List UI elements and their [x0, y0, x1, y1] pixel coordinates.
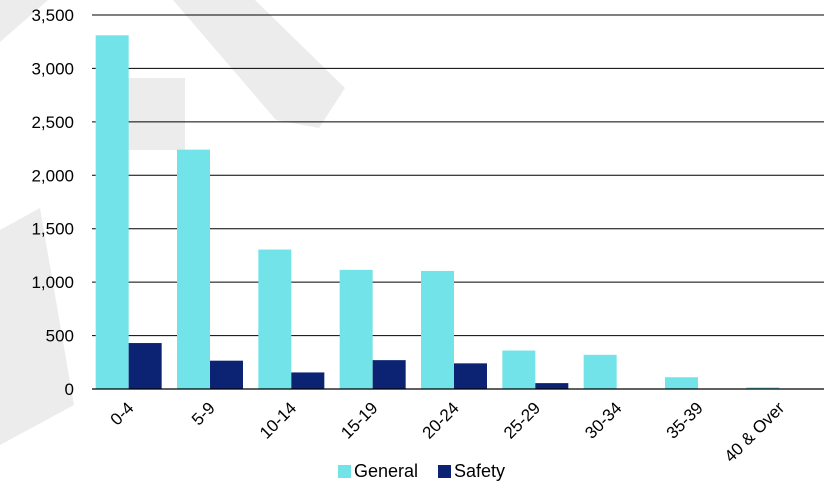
- bar-general-5: [502, 350, 536, 389]
- bar-general-2: [258, 249, 292, 389]
- bar-general-6: [583, 354, 617, 389]
- bar-safety-5: [535, 383, 569, 389]
- y-tick-label: 0: [65, 380, 74, 399]
- x-tick-label: 0-4: [107, 398, 138, 429]
- bar-general-4: [421, 270, 454, 389]
- y-tick-label: 3,000: [31, 59, 74, 78]
- bar-general-8: [746, 387, 780, 389]
- bars: [95, 35, 780, 389]
- x-tick-label: 5-9: [188, 398, 219, 429]
- x-tick-label: 15-19: [337, 398, 381, 442]
- legend-swatch-safety: [438, 465, 451, 478]
- x-tick-label: 40 & Over: [721, 398, 789, 466]
- x-tick-label: 10-14: [256, 398, 300, 442]
- x-axis-tick-labels: 0-4 5-9 10-14 15-19 20-24 25-29 30-34 35-39 40 &…: [107, 398, 789, 466]
- y-tick-label: 2,000: [31, 166, 74, 185]
- bar-general-0: [95, 35, 129, 389]
- legend-swatch-general: [338, 465, 351, 478]
- bar-safety-4: [454, 363, 487, 389]
- bar-safety-3: [372, 360, 406, 389]
- x-tick-label: 25-29: [500, 398, 544, 442]
- bar-general-1: [177, 149, 210, 389]
- bar-safety-2: [291, 372, 325, 389]
- legend: General Safety: [338, 461, 505, 481]
- bar-safety-1: [210, 360, 243, 389]
- bar-general-3: [339, 269, 373, 389]
- y-tick-label: 2,500: [31, 113, 74, 132]
- gridlines: [92, 14, 824, 337]
- y-tick-label: 500: [46, 327, 74, 346]
- watermark-shape: [0, 0, 48, 42]
- bar-safety-0: [128, 343, 162, 389]
- y-tick-label: 1,500: [31, 220, 74, 239]
- y-tick-label: 1,000: [31, 273, 74, 292]
- y-tick-label: 3,500: [31, 6, 74, 25]
- x-tick-label: 30-34: [581, 398, 625, 442]
- legend-label-safety: Safety: [454, 461, 505, 481]
- watermark-shape: [173, 0, 345, 128]
- x-tick-label: 35-39: [663, 398, 707, 442]
- watermark-shape: [0, 208, 74, 445]
- legend-label-general: General: [354, 461, 418, 481]
- x-tick-label: 20-24: [419, 398, 463, 442]
- y-axis-tick-labels: 0 500 1,000 1,500 2,000 2,500 3,000 3,500: [31, 6, 74, 399]
- bar-general-7: [665, 377, 698, 389]
